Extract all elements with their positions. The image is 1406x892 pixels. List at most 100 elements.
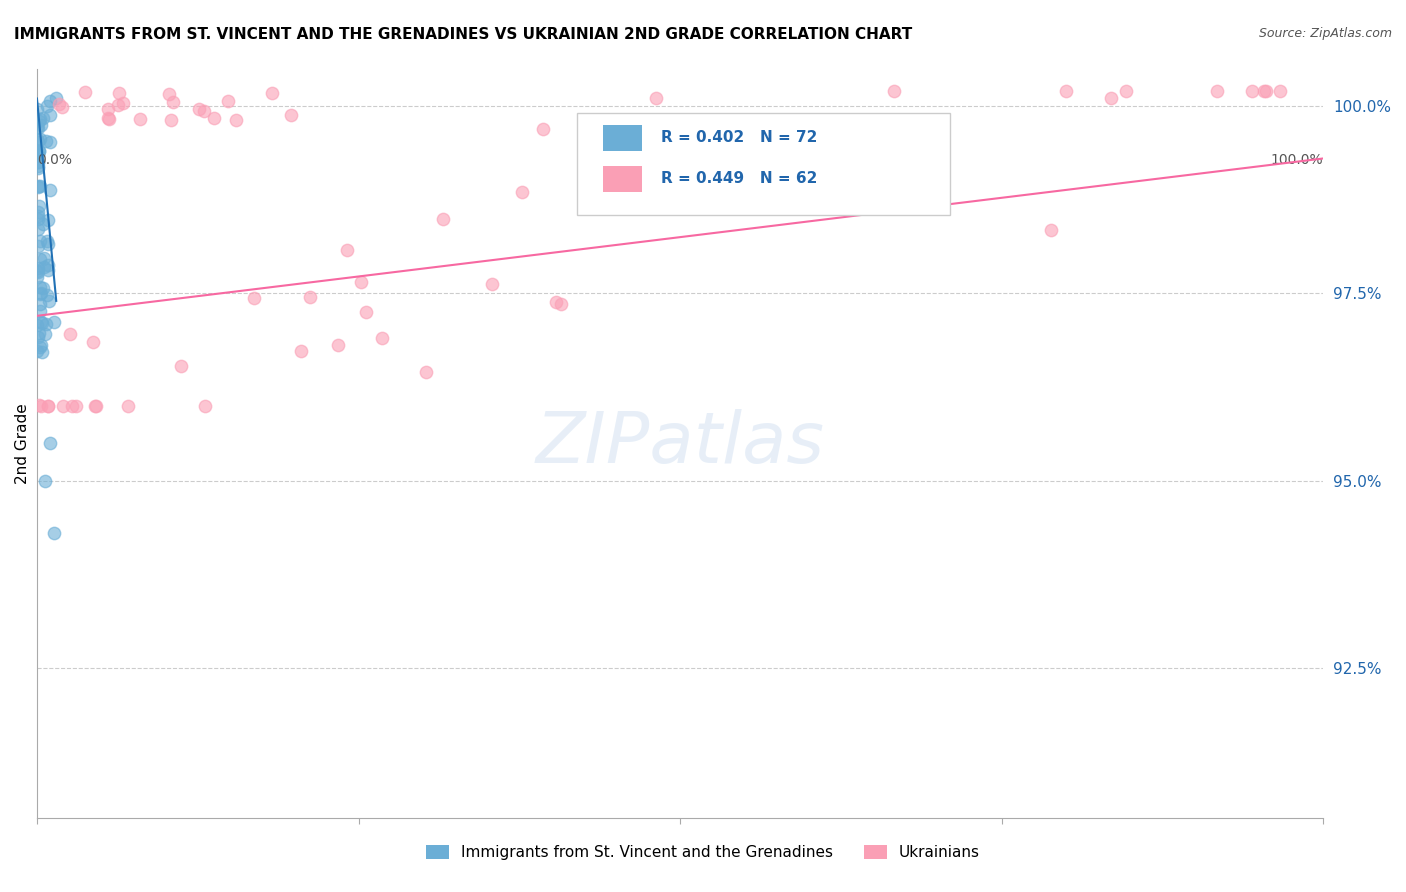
Point (30, 118, 52, 132)
Point (30, 340, 52, 354)
Point (84, 399, 107, 413)
Point (128, 112, 150, 126)
Point (82, 335, 104, 350)
Point (28, 297, 51, 311)
Point (27, 155, 49, 169)
Point (28, 179, 51, 194)
Point (298, 289, 321, 303)
Point (170, 359, 193, 374)
Point (883, 84, 905, 98)
Point (28, 304, 51, 318)
Point (25, 144, 48, 158)
Point (35, 288, 58, 302)
Point (37, 213, 59, 227)
Point (27, 265, 49, 279)
Point (42, 315, 65, 329)
Point (34, 251, 56, 265)
Point (27, 270, 49, 285)
Point (39, 183, 62, 197)
FancyBboxPatch shape (578, 113, 950, 215)
Point (432, 212, 454, 227)
Point (42, 526, 65, 541)
Text: 100.0%: 100.0% (1271, 153, 1323, 167)
Point (30, 286, 52, 301)
Point (28, 234, 51, 248)
Point (45, 91, 67, 105)
Point (27, 238, 49, 252)
Point (37, 263, 59, 277)
Point (30, 252, 52, 267)
Point (1241, 84, 1264, 98)
Point (28, 113, 51, 128)
Point (27, 222, 49, 236)
Point (187, 103, 209, 117)
Point (30, 338, 52, 352)
Point (290, 343, 312, 358)
Point (25, 120, 48, 134)
Point (1206, 84, 1229, 98)
Point (35, 99, 58, 113)
Point (27, 159, 49, 173)
Point (39, 135, 62, 149)
Text: ZIPatlas: ZIPatlas (536, 409, 824, 478)
Text: 0.0%: 0.0% (37, 153, 72, 167)
Point (30, 315, 52, 329)
Point (31, 399, 53, 413)
Point (112, 96, 135, 111)
Text: R = 0.402   N = 72: R = 0.402 N = 72 (661, 130, 817, 145)
Point (544, 295, 567, 310)
Point (225, 113, 247, 128)
Point (415, 366, 437, 380)
Point (97, 103, 120, 117)
Point (159, 87, 181, 101)
Point (51, 100, 73, 114)
Text: R = 0.449   N = 62: R = 0.449 N = 62 (661, 171, 817, 186)
Point (25, 264, 48, 278)
Point (193, 104, 215, 119)
Point (27, 212, 49, 227)
Point (27, 148, 49, 162)
Point (97, 111, 120, 125)
Point (162, 95, 184, 109)
Point (38, 294, 60, 309)
Point (27, 180, 49, 194)
Point (1115, 84, 1137, 98)
Point (25, 344, 48, 359)
Point (1268, 84, 1291, 98)
Point (260, 86, 283, 100)
Point (27, 179, 49, 194)
Point (243, 291, 266, 305)
Point (75, 85, 97, 99)
Bar (603, 166, 641, 192)
Point (32, 281, 55, 295)
Point (28, 326, 51, 340)
Point (34, 326, 56, 341)
Point (38, 94, 60, 108)
Point (510, 185, 533, 199)
Point (52, 399, 75, 413)
Point (37, 399, 59, 413)
Point (27, 260, 49, 275)
Point (217, 94, 239, 108)
Point (34, 474, 56, 488)
Text: IMMIGRANTS FROM ST. VINCENT AND THE GRENADINES VS UKRAINIAN 2ND GRADE CORRELATIO: IMMIGRANTS FROM ST. VINCENT AND THE GREN… (14, 27, 912, 42)
Point (370, 331, 392, 345)
Point (28, 144, 51, 158)
Y-axis label: 2nd Grade: 2nd Grade (15, 403, 30, 483)
Point (28, 144, 51, 158)
Point (194, 399, 217, 413)
Point (550, 297, 572, 311)
Point (108, 86, 131, 100)
Point (25, 318, 48, 332)
Point (27, 132, 49, 146)
Point (481, 277, 503, 291)
Point (84, 399, 107, 413)
Point (65, 399, 87, 413)
Point (60, 399, 83, 413)
Point (160, 113, 183, 128)
Point (31, 217, 53, 231)
Point (37, 258, 59, 272)
Point (350, 276, 373, 290)
Point (37, 399, 59, 413)
Point (28, 280, 51, 294)
